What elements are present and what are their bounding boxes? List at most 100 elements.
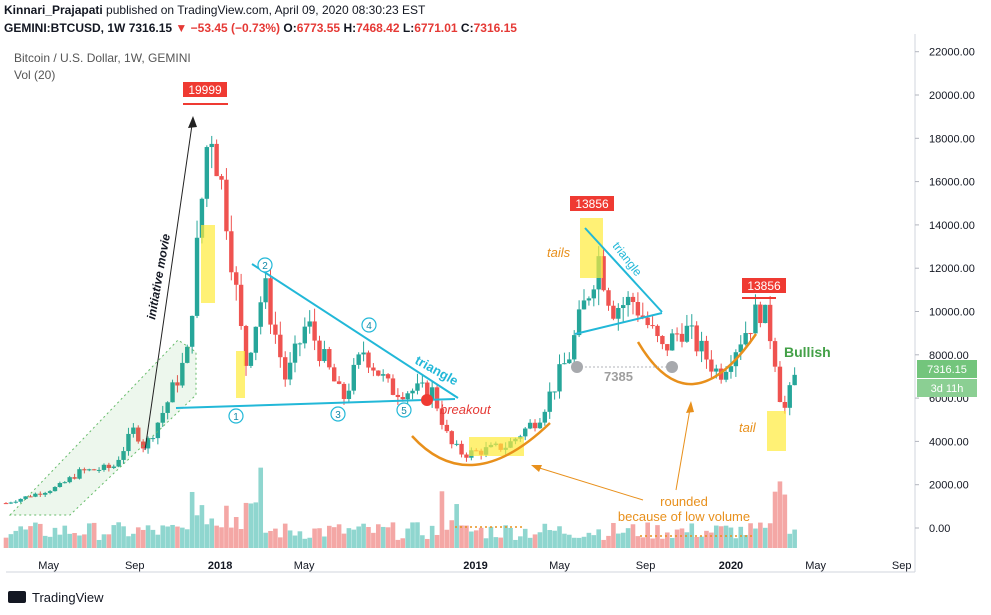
x-tick-label: Sep (892, 560, 912, 572)
low-label: L: (402, 21, 415, 35)
volume-bar (508, 527, 513, 548)
candle-body (278, 334, 283, 358)
volume-bar (317, 528, 322, 548)
volume-bar (503, 525, 508, 548)
volume-bar (13, 530, 19, 548)
candle-body (390, 378, 396, 395)
y-tick-label: 22000.00 (929, 47, 975, 59)
candle-body (772, 341, 778, 367)
open-value: 6773.55 (296, 21, 341, 35)
candle-body (175, 382, 180, 386)
volume-bar (733, 538, 739, 548)
candle-body (234, 272, 239, 285)
candle-body (180, 362, 185, 386)
volume-bar (630, 524, 636, 548)
volume-bar (131, 533, 136, 548)
countdown-badge (917, 379, 977, 397)
arrow-head (188, 116, 197, 128)
candle-body (101, 464, 107, 470)
candle-body (454, 443, 459, 445)
candle-body (62, 482, 67, 484)
bullish-label: Bullish (784, 344, 831, 360)
candle-body (72, 477, 77, 479)
volume-bar (96, 539, 102, 548)
candle-body (449, 431, 454, 445)
volume-bar (410, 522, 415, 548)
candle-body (380, 374, 386, 376)
candle-body (385, 374, 391, 379)
tradingview-logo-icon (8, 591, 26, 603)
candle-body (189, 315, 195, 347)
high-value: 7468.42 (356, 21, 400, 35)
wave-number-circle (330, 406, 346, 422)
candle-body (170, 382, 175, 403)
candle-body (351, 364, 356, 391)
y-tick-label: 20000.00 (929, 90, 975, 102)
candle-body (625, 296, 631, 306)
candle-body (150, 438, 156, 440)
volume-bar (635, 536, 641, 548)
candle-body (606, 290, 611, 306)
candle-body (669, 333, 675, 351)
volume-bar (424, 538, 430, 548)
candle-body (655, 325, 660, 337)
candle-body (576, 309, 582, 336)
volume-bar (287, 530, 293, 548)
candle-body (630, 296, 636, 303)
countdown-label: 3d 11h (931, 383, 964, 395)
x-tick-label: 2019 (463, 560, 487, 572)
candle-body (562, 363, 567, 365)
volume-bar (184, 529, 190, 548)
volume-bar (273, 528, 278, 548)
candle-body (753, 304, 758, 334)
candle-body (714, 368, 719, 372)
volume-bar (660, 538, 665, 548)
candle-body (718, 368, 724, 380)
volume-bar (3, 537, 9, 548)
candle-body (674, 333, 680, 335)
triangle2-upper-line (584, 227, 663, 313)
wave-number: 2 (262, 261, 268, 272)
candle-body (8, 502, 14, 504)
volume-bar (126, 536, 131, 548)
y-tick-label: 18000.00 (929, 133, 975, 145)
volume-bar (278, 537, 283, 548)
candle-body (136, 427, 141, 442)
volume-bar (782, 494, 788, 548)
candle-body (787, 385, 792, 408)
candle-body (547, 391, 552, 412)
y-tick-label: 10000.00 (929, 307, 975, 319)
candle-body (532, 422, 538, 429)
candle-body (28, 496, 33, 498)
author-name[interactable]: Kinnari_Prajapati (4, 3, 103, 17)
candle-body (689, 325, 694, 327)
candle-body (748, 333, 753, 335)
volume-bar (140, 529, 146, 548)
tails-label: tails (547, 245, 571, 260)
candle-body (459, 443, 464, 455)
tradingview-footer[interactable]: TradingView (8, 590, 104, 605)
candle-body (758, 304, 763, 324)
volume-bar (121, 526, 126, 548)
volume-bar (498, 537, 504, 548)
volume-indicator-label[interactable]: Vol (20) (14, 68, 56, 82)
volume-bar (243, 502, 249, 548)
volume-bar (444, 529, 450, 548)
candle-body (527, 422, 533, 429)
candle-body (763, 304, 768, 324)
candle-body (356, 354, 361, 365)
volume-bar (248, 503, 254, 548)
volume-bar (576, 537, 582, 548)
volume-bar (312, 528, 317, 548)
candle-body (635, 302, 641, 316)
volume-bar (429, 525, 435, 548)
candle-body (238, 284, 244, 326)
low-value: 6771.01 (414, 21, 458, 35)
volume-bar (586, 532, 592, 548)
candle-body (567, 359, 572, 364)
volume-bar (23, 529, 28, 548)
candle-body (273, 324, 278, 335)
candle-body (439, 408, 445, 425)
volume-bar (199, 505, 205, 548)
